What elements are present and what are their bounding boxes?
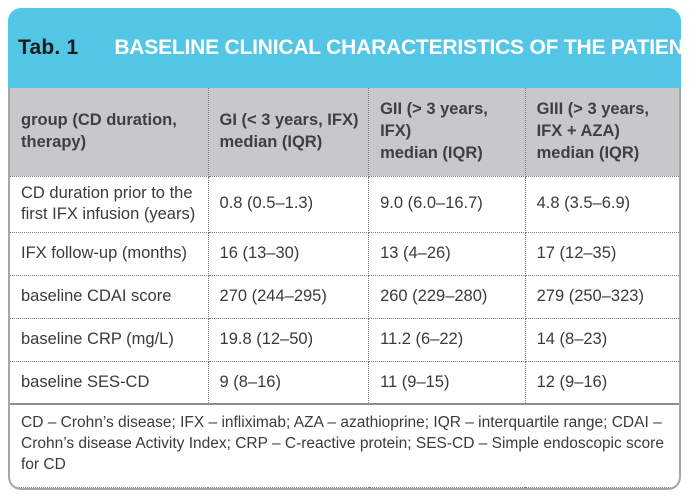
cell-value: 11 (9–15): [368, 361, 526, 404]
column-header-gi: GI (< 3 years, IFX) median (IQR): [208, 88, 370, 177]
column-header-gi-label: GI (< 3 years, IFX): [219, 110, 359, 129]
column-header-gii-stat: median (IQR): [380, 143, 483, 162]
table-footnote-row: CD – Crohn’s disease; IFX – infliximab; …: [10, 403, 679, 488]
table-row: CD duration prior to the first IFX infus…: [10, 176, 679, 233]
cell-value: 9.0 (6.0–16.7): [368, 176, 526, 233]
cell-value: 13 (4–26): [368, 232, 526, 276]
column-header-giii-stat: median (IQR): [536, 143, 640, 162]
cell-value: 16 (13–30): [208, 232, 370, 276]
cell-value: 270 (244–295): [208, 275, 370, 319]
column-header-gii: GII (> 3 years, IFX) median (IQR): [368, 88, 526, 177]
cell-value: 9 (8–16): [208, 361, 370, 404]
table-footnote: CD – Crohn’s disease; IFX – infliximab; …: [10, 403, 679, 488]
row-label: CD duration prior to the first IFX infus…: [10, 176, 209, 233]
cell-value: 260 (229–280): [368, 275, 526, 319]
column-header-group-label: group (CD duration, therapy): [21, 110, 177, 151]
table-number-label: Tab. 1: [18, 36, 79, 59]
row-label: baseline CDAI score: [10, 275, 209, 319]
table-frame: group (CD duration, therapy) GI (< 3 yea…: [8, 88, 681, 490]
cell-value: 19.8 (12–50): [208, 318, 370, 362]
column-header-gii-label: GII (> 3 years, IFX): [380, 100, 488, 140]
row-label: baseline CRP (mg/L): [10, 318, 209, 362]
table-header-row: group (CD duration, therapy) GI (< 3 yea…: [10, 88, 679, 177]
cell-value: 12 (9–16): [536, 372, 608, 391]
table-title: BASELINE CLINICAL CHARACTERISTICS OF THE…: [114, 36, 689, 59]
cell-value: 0.8 (0.5–1.3): [208, 176, 370, 233]
table-row: IFX follow-up (months) 16 (13–30) 13 (4–…: [10, 232, 679, 276]
table-row: baseline CDAI score 270 (244–295) 260 (2…: [10, 275, 679, 319]
table-figure: Tab. 1 BASELINE CLINICAL CHARACTERISTICS…: [8, 8, 689, 490]
column-header-gi-stat: median (IQR): [219, 132, 323, 151]
cell-value: 14 (8–23): [525, 318, 679, 362]
table-row: baseline SES-CD 9 (8–16) 11 (9–15) 12 (9…: [10, 361, 679, 404]
clinical-characteristics-table: group (CD duration, therapy) GI (< 3 yea…: [10, 88, 679, 488]
cell-value: 279 (250–323): [525, 275, 679, 319]
column-header-giii: GIII (> 3 years, IFX + AZA) median (IQR): [525, 88, 679, 177]
column-header-giii-label: GIII (> 3 years, IFX + AZA): [536, 100, 649, 140]
table-caption-bar: Tab. 1 BASELINE CLINICAL CHARACTERISTICS…: [8, 8, 689, 88]
column-header-group: group (CD duration, therapy): [10, 88, 209, 177]
cell-value: 11.2 (6–22): [368, 318, 526, 362]
cell-value: 17 (12–35): [525, 232, 679, 276]
table-row: baseline CRP (mg/L) 19.8 (12–50) 11.2 (6…: [10, 318, 679, 362]
cell-value: 4.8 (3.5–6.9): [525, 176, 679, 233]
row-label: IFX follow-up (months): [10, 232, 209, 276]
row-label: baseline SES-CD: [10, 361, 209, 404]
